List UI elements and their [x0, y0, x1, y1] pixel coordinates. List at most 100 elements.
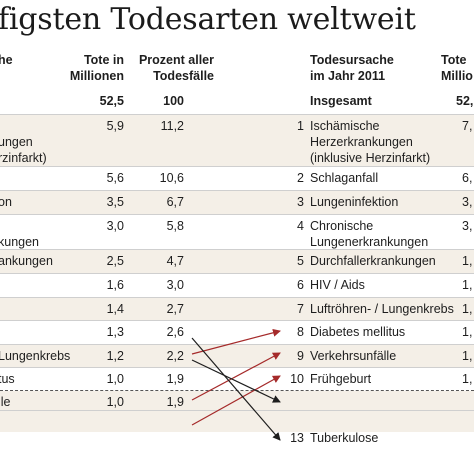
left-cause-label: rzinfarkt)	[0, 151, 47, 165]
right-rank: 7	[297, 302, 304, 316]
right-rank: 5	[297, 254, 304, 268]
left-tote-value: 1,0	[106, 372, 124, 386]
left-prozent-value: 11,2	[160, 119, 184, 133]
arrow-rise-verkehr	[191, 375, 281, 426]
right-tote-value: 1,	[462, 278, 473, 292]
row-separator	[0, 410, 474, 411]
right-cause-label: (inklusive Herzinfarkt)	[310, 151, 431, 165]
row-separator	[0, 249, 474, 250]
left-cause-label: ankungen	[0, 254, 53, 268]
row-separator	[0, 166, 474, 167]
right-rank: 9	[297, 349, 304, 363]
left-prozent-value: 3,0	[166, 278, 184, 292]
left-prozent-value: 1,9	[166, 372, 184, 386]
row-separator	[0, 190, 474, 191]
row-band	[0, 191, 474, 214]
right-rank: 6	[297, 278, 304, 292]
total-label: Insgesamt	[310, 94, 372, 108]
right-tote-value: 3,	[462, 219, 473, 233]
right-tote-value: 1,	[462, 302, 473, 316]
header-prozent: Prozent aller Todesfälle	[120, 52, 214, 84]
right-cause-label: Frühgeburt	[310, 372, 372, 386]
row-band	[0, 345, 474, 367]
header-tote: Tote in Millionen	[60, 52, 124, 84]
right-cause-label: Lungenerkrankungen	[310, 235, 429, 249]
row-band	[0, 250, 474, 273]
left-tote-value: 1,6	[106, 278, 124, 292]
row-band	[0, 391, 474, 432]
total-prozent: 100	[163, 94, 184, 108]
row-separator	[0, 367, 474, 368]
row-band	[0, 115, 474, 166]
left-prozent-value: 5,8	[166, 219, 184, 233]
arrow-rise-diabetes	[191, 352, 281, 401]
right-tote-value: 6,	[462, 171, 473, 185]
left-prozent-value: 10,6	[159, 171, 184, 185]
left-tote-value: 2,5	[106, 254, 124, 268]
right-tote-value: 1,	[462, 325, 473, 339]
right-rank: 13	[290, 431, 304, 445]
header-tote-right-line-1: Tote	[441, 53, 467, 67]
right-tote-value: 1,	[462, 372, 473, 386]
right-cause-label: Durchfallerkrankungen	[310, 254, 436, 268]
header-tote-line-2: Millionen	[69, 69, 124, 83]
header-prozent-line-2: Todesfälle	[153, 69, 214, 83]
left-prozent-value: 2,6	[166, 325, 184, 339]
header-prozent-line-1: Prozent aller	[138, 53, 214, 67]
right-tote-value: 1,	[462, 254, 473, 268]
right-rank: 8	[297, 325, 304, 339]
header-cause-right-line-2: im Jahr 2011	[310, 69, 386, 83]
left-tote-value: 1,2	[106, 349, 124, 363]
left-prozent-value: 1,9	[166, 395, 184, 409]
row-separator	[0, 273, 474, 274]
left-cause-label: lle	[0, 395, 11, 409]
left-prozent-value: 2,7	[166, 302, 184, 316]
right-cause-label: Verkehrsunfälle	[310, 349, 397, 363]
arrow-fall-fruehgeburt	[191, 359, 281, 403]
header-tote-right-line-2: Millio	[441, 69, 473, 83]
left-prozent-value: 2,2	[166, 349, 184, 363]
row-separator	[0, 344, 474, 345]
left-tote-value: 5,6	[106, 171, 124, 185]
right-rank: 3	[297, 195, 304, 209]
right-tote-value: 1,	[462, 349, 473, 363]
right-cause-label: Lungeninfektion	[310, 195, 399, 209]
right-rank: 10	[290, 372, 304, 386]
left-cause-label: tus	[0, 372, 15, 386]
row-band	[0, 298, 474, 320]
right-rank: 1	[297, 119, 304, 133]
left-tote-value: 1,0	[106, 395, 124, 409]
left-tote-value: 3,0	[106, 219, 124, 233]
left-cause-label: kungen	[0, 235, 40, 249]
right-rank: 2	[297, 171, 304, 185]
left-tote-value: 5,9	[106, 119, 124, 133]
row-separator	[0, 214, 474, 215]
arrow-rise-lungenkrebs	[191, 328, 281, 355]
right-cause-label: Herzerkrankungen	[310, 135, 413, 149]
right-cause-label: Schlaganfall	[310, 171, 379, 185]
total-tote: 52,5	[99, 94, 124, 108]
right-tote-value: 7,	[462, 119, 473, 133]
row-separator	[0, 297, 474, 298]
right-rank: 4	[297, 219, 304, 233]
arrow-fall-tuberkulose	[191, 337, 281, 441]
row-separator	[0, 320, 474, 321]
left-tote-value: 1,3	[106, 325, 124, 339]
row-separator	[0, 114, 474, 115]
right-cause-label: Diabetes mellitus	[310, 325, 406, 339]
right-cause-label: HIV / Aids	[310, 278, 365, 292]
header-cause-right: Todesursache im Jahr 2011	[310, 52, 394, 84]
left-tote-value: 1,4	[106, 302, 124, 316]
right-cause-label: Chronische	[310, 219, 374, 233]
header-cause-right-line-1: Todesursache	[310, 53, 394, 67]
left-tote-value: 3,5	[106, 195, 124, 209]
header-cause-left: he	[0, 53, 13, 67]
right-tote-value: 3,	[462, 195, 473, 209]
header-tote-line-1: Tote in	[83, 53, 124, 67]
total-tote-right: 52,	[456, 94, 474, 108]
right-cause-label: Tuberkulose	[310, 431, 379, 445]
left-cause-label: on	[0, 195, 12, 209]
left-prozent-value: 6,7	[166, 195, 184, 209]
page-title: figsten Todesarten weltweit	[0, 2, 416, 37]
